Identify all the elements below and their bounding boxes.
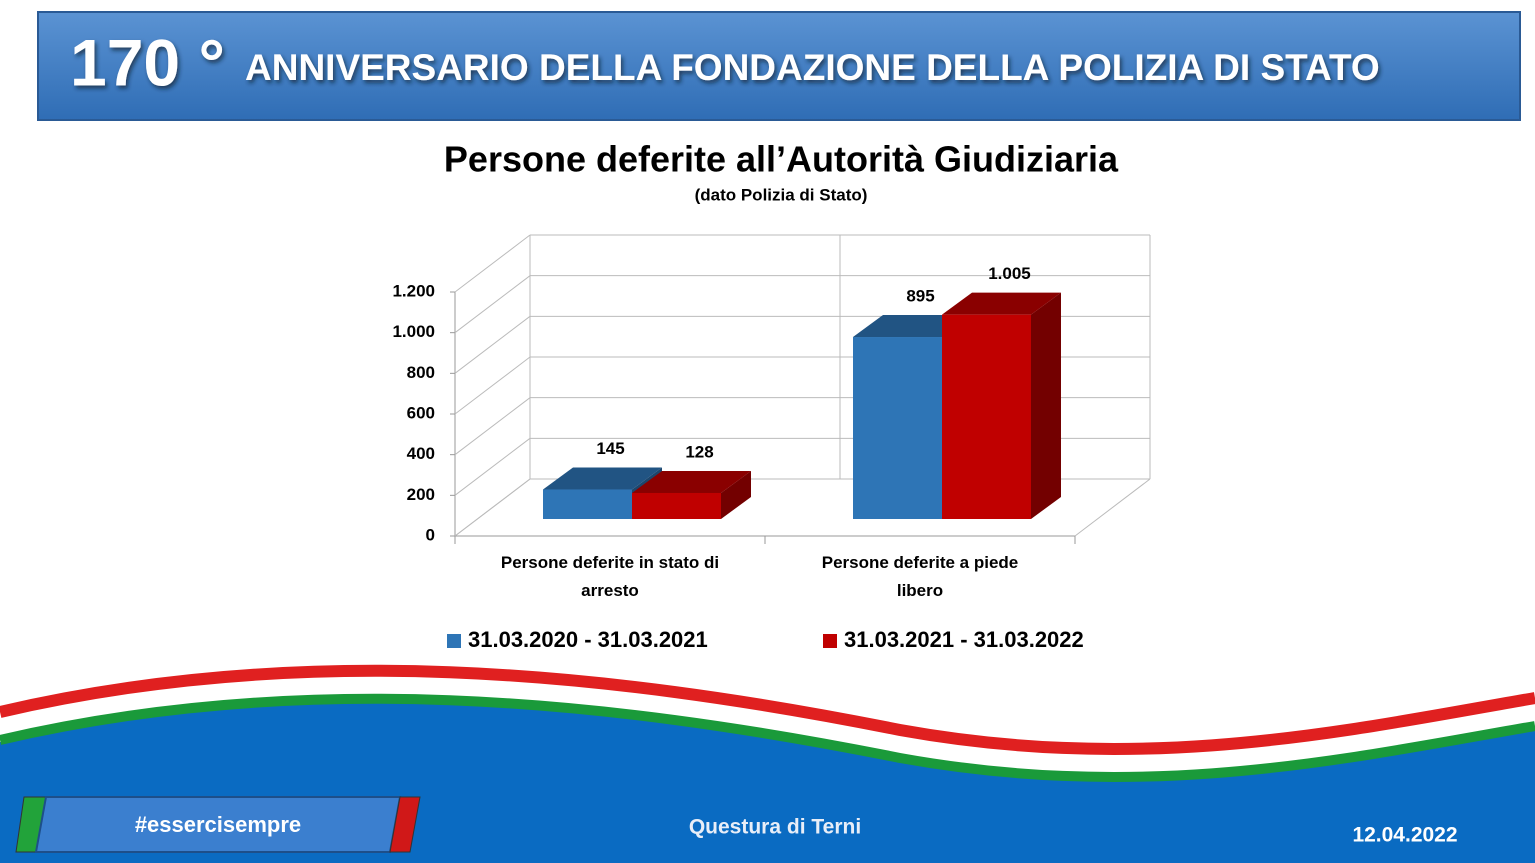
wave-white: [0, 680, 1535, 771]
legend-swatch: [447, 634, 461, 648]
bar: [942, 314, 1031, 519]
data-label: 895: [906, 287, 934, 306]
bar-top: [632, 470, 751, 493]
bar-side: [721, 470, 751, 519]
chart-subtitle: (dato Polizia di Stato): [695, 185, 868, 204]
hashtag: #essercisempre: [135, 812, 301, 837]
grid-line: [454, 315, 531, 374]
x-tick-label: Persone deferite in stato di arresto: [501, 553, 719, 600]
y-tick-label: 1.200: [392, 281, 435, 300]
y-tick-label: 800: [407, 363, 435, 382]
header-title: ANNIVERSARIO DELLA FONDAZIONE DELLA POLI…: [245, 47, 1380, 88]
date: 12.04.2022: [1352, 824, 1457, 847]
bar: [632, 492, 721, 519]
wave-green: [0, 693, 1535, 782]
y-tick-label: 600: [407, 403, 435, 422]
bar: [853, 337, 942, 519]
wave-red: [0, 664, 1535, 755]
chart-title: Persone deferite all’Autorità Giudiziari…: [444, 139, 1119, 180]
bar-side: [1031, 292, 1061, 519]
y-tick-label: 400: [407, 444, 435, 463]
y-tick-label: 200: [407, 485, 435, 504]
data-label: 145: [596, 439, 624, 458]
legend-label: 31.03.2021 - 31.03.2022: [844, 627, 1084, 652]
y-tick-label: 0: [426, 525, 435, 544]
floor-right: [1074, 478, 1151, 537]
bar: [543, 489, 632, 519]
header-number: 170 °: [70, 25, 225, 99]
x-tick-label: Persone deferite a piede libero: [822, 553, 1019, 600]
data-label: 1.005: [988, 264, 1031, 283]
button-red: [389, 796, 421, 853]
legend-swatch: [823, 634, 837, 648]
bar-top: [942, 292, 1061, 315]
legend-label: 31.03.2020 - 31.03.2021: [468, 627, 708, 652]
grid-line: [454, 275, 531, 334]
y-tick-label: 1.000: [392, 322, 435, 341]
grid-line: [454, 234, 531, 293]
data-label: 128: [685, 442, 713, 461]
grid-line: [454, 356, 531, 415]
office: Questura di Terni: [689, 816, 861, 839]
grid-line: [454, 437, 531, 496]
grid-line: [454, 478, 531, 537]
bar-top: [543, 467, 662, 490]
header-band: [37, 11, 1521, 121]
grid-line: [454, 397, 531, 456]
